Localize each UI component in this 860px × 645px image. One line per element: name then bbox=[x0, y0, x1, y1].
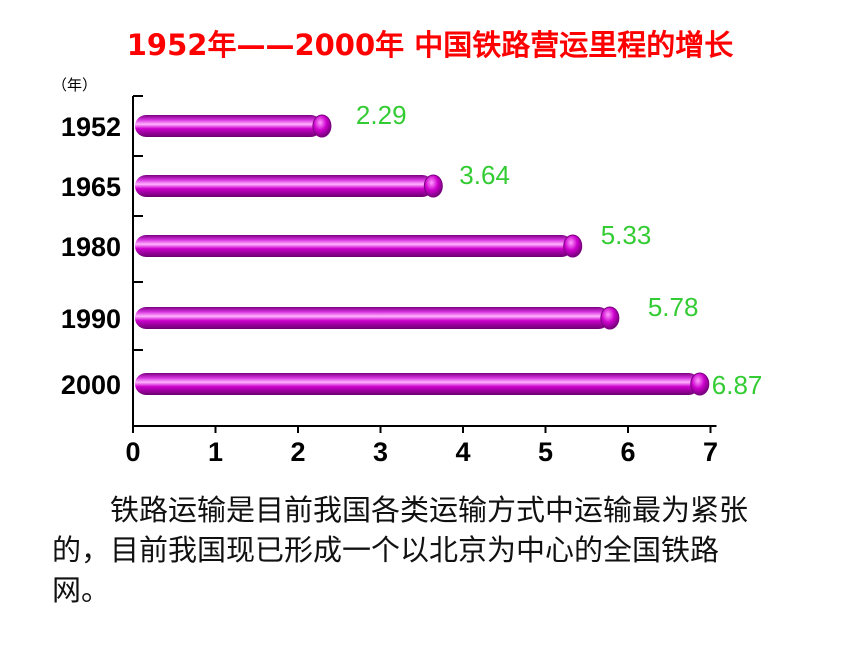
bar-1965 bbox=[135, 174, 443, 198]
bar-1952 bbox=[135, 114, 332, 138]
x-tick-label: 1 bbox=[208, 437, 223, 467]
bar-body bbox=[135, 235, 573, 257]
data-label: 6.87 bbox=[712, 370, 763, 400]
data-label: 5.78 bbox=[648, 292, 699, 322]
x-tick-label: 6 bbox=[620, 437, 635, 467]
bar-body bbox=[135, 115, 322, 137]
y-tick-label: 1952 bbox=[61, 112, 121, 142]
data-label: 3.64 bbox=[459, 160, 510, 190]
chart-title: 1952年——2000年 中国铁路营运里程的增长 bbox=[126, 28, 734, 62]
y-tick-label: 2000 bbox=[61, 370, 121, 400]
x-tick-label: 4 bbox=[455, 437, 470, 467]
y-tick-label: 1980 bbox=[61, 232, 121, 262]
bar-end-cap bbox=[600, 306, 620, 330]
bar-chart: （年） 0 1 2 3 4 5 6 7 1952 2.29 1965 3.64 1980 5.33 199… bbox=[52, 77, 763, 467]
bar-1990 bbox=[135, 306, 620, 330]
y-tick-label: 1965 bbox=[61, 172, 121, 202]
x-tick-label: 3 bbox=[373, 437, 388, 467]
bar-end-cap bbox=[423, 174, 443, 198]
y-tick-label: 1990 bbox=[61, 304, 121, 334]
bar-end-cap bbox=[563, 234, 583, 258]
bar-end-cap bbox=[690, 372, 710, 396]
bar-body bbox=[135, 307, 610, 329]
bar-body bbox=[135, 175, 434, 197]
bar-body bbox=[135, 373, 700, 395]
caption-text: 铁路运输是目前我国各类运输方式中运输最为紧张的，目前我国现已形成一个以北京为中心… bbox=[52, 493, 749, 607]
x-tick-label: 5 bbox=[538, 437, 553, 467]
bar-2000 bbox=[135, 372, 710, 396]
bar-1980 bbox=[135, 234, 583, 258]
x-tick-label: 0 bbox=[125, 437, 140, 467]
data-label: 5.33 bbox=[601, 220, 652, 250]
x-tick-label: 7 bbox=[703, 437, 718, 467]
data-label: 2.29 bbox=[356, 100, 407, 130]
bar-end-cap bbox=[312, 114, 332, 138]
y-axis-label: （年） bbox=[52, 77, 97, 94]
x-tick-label: 2 bbox=[290, 437, 305, 467]
